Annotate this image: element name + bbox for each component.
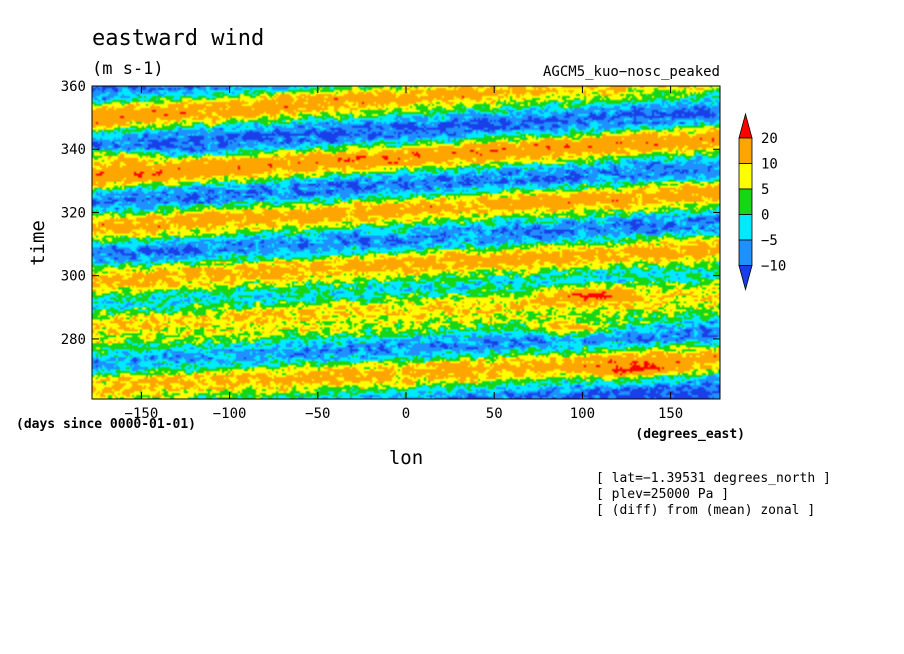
x-tick-label: −50: [305, 406, 330, 422]
units-label: (m s-1): [92, 59, 164, 79]
dataset-label: AGCM5_kuo−nosc_peaked: [543, 64, 720, 80]
y-tick-label: 300: [61, 269, 86, 285]
annotation-lat: [ lat=−1.39531 degrees_north ]: [596, 471, 831, 486]
colorbar-label: 10: [761, 157, 778, 173]
colorbar-swatch: [738, 188, 753, 215]
y-axis: 280 300 320 340 360: [61, 79, 720, 348]
colorbar-label: −5: [761, 233, 778, 249]
x-tick-label: 50: [486, 406, 503, 422]
colorbar-label: −10: [761, 259, 786, 275]
colorbar-label: 5: [761, 182, 769, 198]
annotation-plev: [ plev=25000 Pa ]: [596, 487, 729, 502]
x-units-label: (degrees_east): [635, 427, 745, 442]
colorbar-label: 20: [761, 131, 778, 147]
x-tick-label: 150: [658, 406, 683, 422]
colorbar-extend-top: [738, 112, 753, 139]
annotation-diff: [ (diff) from (mean) zonal ]: [596, 503, 815, 518]
x-tick-label: −100: [213, 406, 247, 422]
colorbar-swatch: [738, 137, 753, 164]
plot-area: [91, 85, 721, 400]
x-tick-label: −150: [125, 406, 159, 422]
colorbar-extend-bottom: [738, 265, 753, 292]
y-tick-label: 320: [61, 205, 86, 221]
colorbar: 20 10 5 0 −5 −10: [738, 112, 786, 292]
y-tick-label: 280: [61, 332, 86, 348]
y-tick-label: 340: [61, 142, 86, 158]
colorbar-swatch: [738, 163, 753, 190]
y-axis-title: time: [27, 220, 49, 266]
colorbar-swatch: [738, 214, 753, 241]
colorbar-swatch: [738, 239, 753, 266]
colorbar-label: 0: [761, 208, 769, 224]
x-axis: −150 −100 −50 0 50 100 150: [125, 86, 683, 422]
chart-title: eastward wind: [92, 26, 264, 51]
y-tick-label: 360: [61, 79, 86, 95]
heatmap-field: [92, 86, 720, 399]
y-units-label: (days since 0000-01-01): [16, 417, 196, 432]
x-tick-label: 0: [402, 406, 410, 422]
x-axis-title: lon: [389, 447, 423, 469]
x-tick-label: 100: [570, 406, 595, 422]
